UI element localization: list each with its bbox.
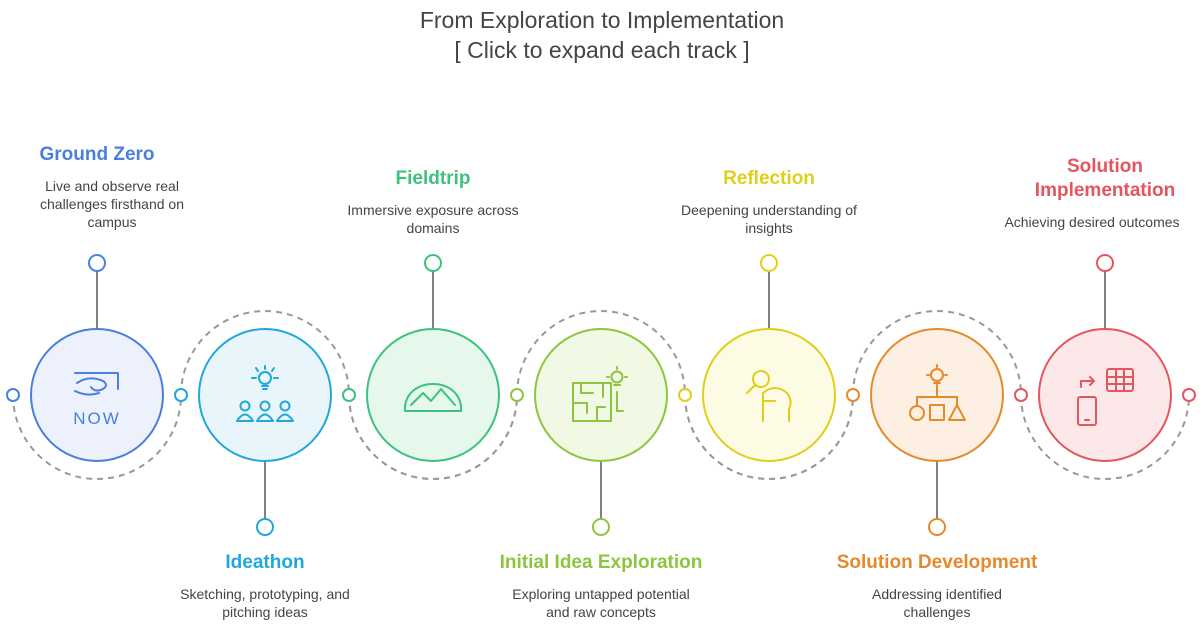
step-ground-zero[interactable]: NOW: [6, 254, 164, 462]
step-title-line: Initial Idea Exploration: [499, 552, 703, 573]
side-joint-dot: [1014, 388, 1028, 402]
step-title-line: Reflection: [723, 168, 815, 189]
phone-grid-icon: [1077, 368, 1134, 426]
step-description-line: challenges firsthand on: [40, 196, 184, 212]
step-main-circle[interactable]: [1038, 328, 1172, 462]
step-title[interactable]: Solution Implementation: [985, 155, 1204, 203]
dashed-connector-arc: [516, 310, 686, 396]
step-title-line: Ideathon: [225, 552, 305, 573]
shapes-idea-icon: [909, 364, 966, 421]
step-title-line: Ground Zero: [39, 144, 155, 165]
stem-endpoint-dot: [88, 254, 106, 272]
dashed-connector-arc: [348, 394, 518, 480]
stem-endpoint-dot: [760, 254, 778, 272]
step-description: Live and observe real challenges firsthan…: [2, 177, 222, 231]
stem-endpoint-dot: [592, 518, 610, 536]
step-description: Immersive exposure across domains: [323, 201, 543, 237]
step-description-line: Achieving desired outcomes: [1004, 214, 1180, 230]
stem-endpoint-dot: [928, 518, 946, 536]
step-description: Exploring untapped potential and raw conc…: [491, 585, 711, 621]
step-title[interactable]: Fieldtrip: [313, 167, 553, 191]
side-joint-dot: [678, 388, 692, 402]
step-title[interactable]: Ground Zero: [0, 143, 217, 167]
step-title-line: Fieldtrip: [395, 168, 471, 189]
step-description-line: and raw concepts: [546, 604, 656, 620]
svg-text:NOW: NOW: [73, 409, 121, 428]
step-description-line: Addressing identified: [872, 586, 1002, 602]
step-description-line: Deepening understanding of: [681, 202, 857, 218]
step-solution-development[interactable]: [846, 328, 1004, 536]
step-description-line: challenges: [903, 604, 971, 620]
side-joint-dot: [846, 388, 860, 402]
step-description-line: pitching ideas: [222, 604, 308, 620]
step-description-line: Sketching, prototyping, and: [180, 586, 350, 602]
page-title: From Exploration to Implementation: [419, 7, 785, 33]
expand-tracks-hint[interactable]: [ Click to expand each track ]: [454, 37, 750, 63]
step-title[interactable]: Ideathon: [145, 551, 385, 575]
head-search-icon: [746, 370, 792, 422]
side-joint-dot: [174, 388, 188, 402]
step-description-line: domains: [406, 220, 460, 236]
step-description-line: Live and observe real: [45, 178, 179, 194]
side-joint-dot: [342, 388, 356, 402]
mountain-icon: [403, 383, 463, 412]
stem-endpoint-dot: [1096, 254, 1114, 272]
step-main-circle[interactable]: [534, 328, 668, 462]
step-title[interactable]: Reflection: [649, 167, 889, 191]
side-joint-dot: [510, 388, 524, 402]
step-description: Sketching, prototyping, and pitching idea…: [155, 585, 375, 621]
dashed-connector-arc: [12, 394, 182, 480]
step-ideathon[interactable]: [174, 328, 332, 536]
step-title-line: Solution Development: [836, 552, 1038, 573]
step-title-line: Implementation: [1034, 180, 1176, 201]
step-description-line: Immersive exposure across: [347, 202, 519, 218]
step-title[interactable]: Initial Idea Exploration: [481, 551, 721, 575]
step-initial-idea-exploration[interactable]: [510, 328, 668, 536]
stem-endpoint-dot: [424, 254, 442, 272]
step-title[interactable]: Solution Development: [817, 551, 1057, 575]
step-reflection[interactable]: [678, 254, 836, 462]
step-solution-implementation[interactable]: [1014, 254, 1196, 462]
dashed-connector-arc: [684, 394, 854, 480]
now-logo-icon: NOW: [73, 372, 121, 428]
step-fieldtrip[interactable]: [342, 254, 500, 462]
dashed-connector-arc: [180, 310, 350, 396]
step-description-line: insights: [745, 220, 793, 236]
stem-endpoint-dot: [256, 518, 274, 536]
step-description: Addressing identified challenges: [827, 585, 1047, 621]
step-description-line: Exploring untapped potential: [512, 586, 690, 602]
step-main-circle[interactable]: [30, 328, 164, 462]
step-main-circle[interactable]: [198, 328, 332, 462]
step-title-line: Solution: [1067, 156, 1143, 177]
step-description: Deepening understanding of insights: [659, 201, 879, 237]
step-main-circle[interactable]: [366, 328, 500, 462]
side-joint-dot: [1182, 388, 1196, 402]
step-description-line: campus: [87, 214, 137, 230]
maze-idea-icon: [572, 366, 628, 422]
side-joint-dot: [6, 388, 20, 402]
step-description: Achieving desired outcomes: [982, 213, 1202, 231]
dashed-connector-arc: [852, 310, 1022, 396]
dashed-connector-arc: [1020, 394, 1190, 480]
team-idea-icon: [236, 365, 294, 422]
step-main-circle[interactable]: [702, 328, 836, 462]
